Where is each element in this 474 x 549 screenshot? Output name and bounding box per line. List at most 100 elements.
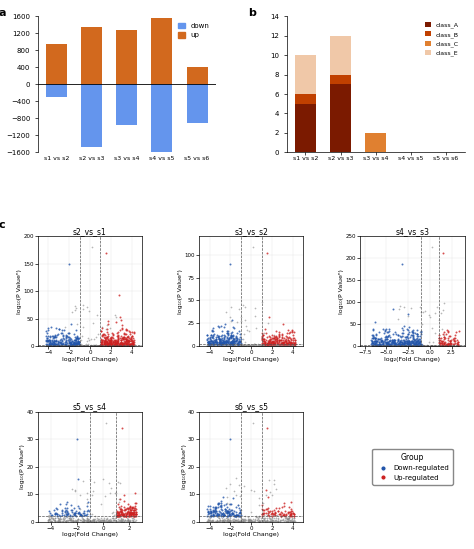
Point <box>90 516 97 524</box>
Point <box>269 340 277 349</box>
Point <box>80 516 88 525</box>
Point <box>290 340 297 349</box>
Point <box>272 512 279 520</box>
Point <box>217 341 225 350</box>
Point <box>123 508 131 517</box>
Point <box>117 508 125 517</box>
Point <box>236 491 244 500</box>
Point <box>48 332 56 340</box>
Point <box>206 341 213 350</box>
Point <box>210 341 218 350</box>
Point <box>98 330 105 339</box>
Point <box>282 509 290 518</box>
Point <box>223 516 231 525</box>
Point <box>230 335 237 344</box>
Point <box>100 339 108 348</box>
Point <box>52 335 60 344</box>
Point <box>71 336 79 345</box>
Bar <box>295 104 316 152</box>
Point <box>109 516 117 524</box>
Point <box>204 339 212 348</box>
Point <box>76 505 83 513</box>
Point <box>119 517 127 526</box>
Point <box>118 341 126 350</box>
Point <box>220 339 228 348</box>
Point <box>270 510 277 519</box>
Point <box>74 475 82 484</box>
Point <box>261 338 269 346</box>
Point <box>67 516 74 524</box>
Point <box>369 341 377 350</box>
Point <box>50 341 57 350</box>
Point <box>410 331 417 340</box>
Point <box>249 418 257 427</box>
Point <box>238 341 246 350</box>
Point <box>241 341 248 350</box>
Point <box>236 340 243 349</box>
Point <box>385 341 392 350</box>
Point <box>255 341 263 350</box>
Point <box>113 332 121 341</box>
Point <box>47 514 55 523</box>
Point <box>287 339 294 348</box>
Point <box>237 341 245 350</box>
Point <box>210 511 218 520</box>
Point <box>379 341 387 350</box>
Point <box>92 341 100 350</box>
Point <box>45 340 53 349</box>
Point <box>274 507 282 516</box>
Point <box>372 341 379 350</box>
Point <box>128 513 136 522</box>
Point <box>410 337 418 346</box>
Point <box>376 341 383 350</box>
Point <box>65 328 73 337</box>
Point <box>403 340 411 349</box>
Point <box>114 509 122 518</box>
Point <box>118 339 126 348</box>
Point <box>126 502 134 511</box>
Point <box>227 341 235 350</box>
Point <box>102 249 109 257</box>
Point <box>227 340 235 349</box>
Point <box>264 339 272 348</box>
Point <box>408 341 415 350</box>
Point <box>268 341 276 350</box>
Point <box>241 341 248 350</box>
Point <box>374 340 381 349</box>
Point <box>109 513 117 522</box>
Point <box>368 339 375 348</box>
Point <box>369 340 376 349</box>
Point <box>410 336 418 345</box>
Point <box>265 513 273 522</box>
Point <box>290 335 297 344</box>
Point <box>228 336 236 345</box>
Point <box>244 341 251 350</box>
Point <box>98 338 105 346</box>
Point <box>114 335 121 344</box>
Point <box>97 337 104 346</box>
Point <box>53 341 60 350</box>
Point <box>267 338 274 346</box>
Point <box>422 341 429 350</box>
Point <box>424 341 431 350</box>
Point <box>228 339 235 348</box>
Point <box>110 341 118 350</box>
Point <box>130 511 138 520</box>
Point <box>90 341 98 350</box>
Point <box>117 341 124 350</box>
Point <box>91 517 98 525</box>
Point <box>439 341 447 350</box>
Point <box>444 327 452 335</box>
Point <box>264 341 271 350</box>
Point <box>103 341 110 350</box>
Point <box>205 513 212 522</box>
Point <box>248 341 255 350</box>
Point <box>123 341 130 350</box>
Point <box>81 341 89 350</box>
Point <box>410 327 417 336</box>
Point <box>211 337 219 346</box>
Point <box>228 341 236 350</box>
Point <box>223 516 231 525</box>
Point <box>375 340 383 349</box>
Point <box>110 341 118 350</box>
